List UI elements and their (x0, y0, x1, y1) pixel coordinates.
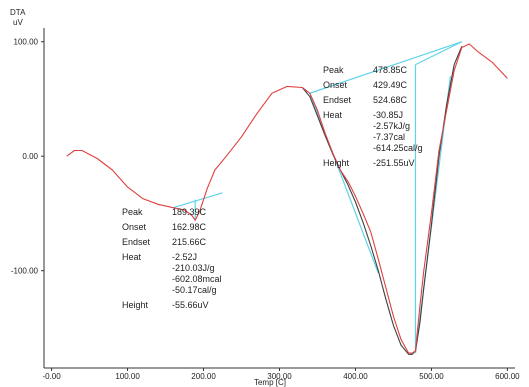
x-tick-label: 100.00 (115, 372, 140, 381)
x-tick-label: 600.00 (495, 372, 520, 381)
annotation-value: 162.98C (172, 222, 207, 232)
annotation-label: Endset (122, 237, 151, 247)
annotation-value: -55.66uV (172, 300, 209, 310)
y-axis-label: DTA (10, 8, 26, 17)
x-tick-label: 500.00 (419, 372, 444, 381)
y-tick-label: 100.00 (14, 38, 39, 47)
x-tick-label: 400.00 (343, 372, 368, 381)
dta-curve-secondary (301, 46, 463, 355)
dta-curve (66, 43, 508, 354)
annotation-label: Heat (323, 110, 343, 120)
annotation-value: 215.66C (172, 237, 207, 247)
y-tick-label: -100.00 (11, 267, 39, 276)
axes (43, 28, 515, 369)
annotation-block: Peak 189.39C Onset 162.98C Endset 215.66C Heat… (122, 207, 222, 310)
series (66, 43, 508, 355)
annotation-value: 429.49C (373, 80, 408, 90)
annotation-value: -251.55uV (373, 158, 415, 168)
annotation-label: Height (323, 158, 350, 168)
annotations: Peak 189.39C Onset 162.98C Endset 215.66C Heat… (122, 65, 423, 310)
baseline-line (309, 93, 379, 274)
annotation-value: -614.25cal/g (373, 143, 423, 153)
annotation-value: -2.52J (172, 252, 197, 262)
baseline-line (172, 192, 223, 209)
annotation-value: -210.03J/g (172, 263, 215, 273)
annotation-label: Endset (323, 95, 352, 105)
annotation-block: Peak 478.85C Onset 429.49C Endset 524.68C Heat… (323, 65, 423, 168)
annotation-label: Heat (122, 252, 142, 262)
annotation-label: Onset (323, 80, 348, 90)
ticks: -0.00 100.00 200.00 300.00 400.00 500.00 600.0… (11, 38, 520, 381)
annotation-value: -7.37cal (373, 132, 405, 142)
annotation-value: 478.85C (373, 65, 408, 75)
baseline-line (415, 41, 463, 66)
annotation-label: Peak (122, 207, 143, 217)
annotation-value: 524.68C (373, 95, 408, 105)
annotation-value: -2.57kJ/g (373, 121, 410, 131)
annotation-value: -50.17cal/g (172, 285, 217, 295)
annotation-label: Height (122, 300, 149, 310)
baseline-line (309, 41, 463, 94)
x-tick-label: 300.00 (267, 372, 292, 381)
annotation-label: Onset (122, 222, 147, 232)
baselines (172, 41, 463, 354)
y-axis-unit: uV (13, 18, 23, 27)
x-tick-label: 200.00 (191, 372, 216, 381)
annotation-value: -602.08mcal (172, 274, 222, 284)
x-axis-label: Temp [C] (254, 378, 286, 387)
annotation-label: Peak (323, 65, 344, 75)
annotation-value: 189.39C (172, 207, 207, 217)
annotation-value: -30.85J (373, 110, 403, 120)
x-tick-label: -0.00 (42, 372, 61, 381)
y-tick-label: 0.00 (22, 152, 38, 161)
